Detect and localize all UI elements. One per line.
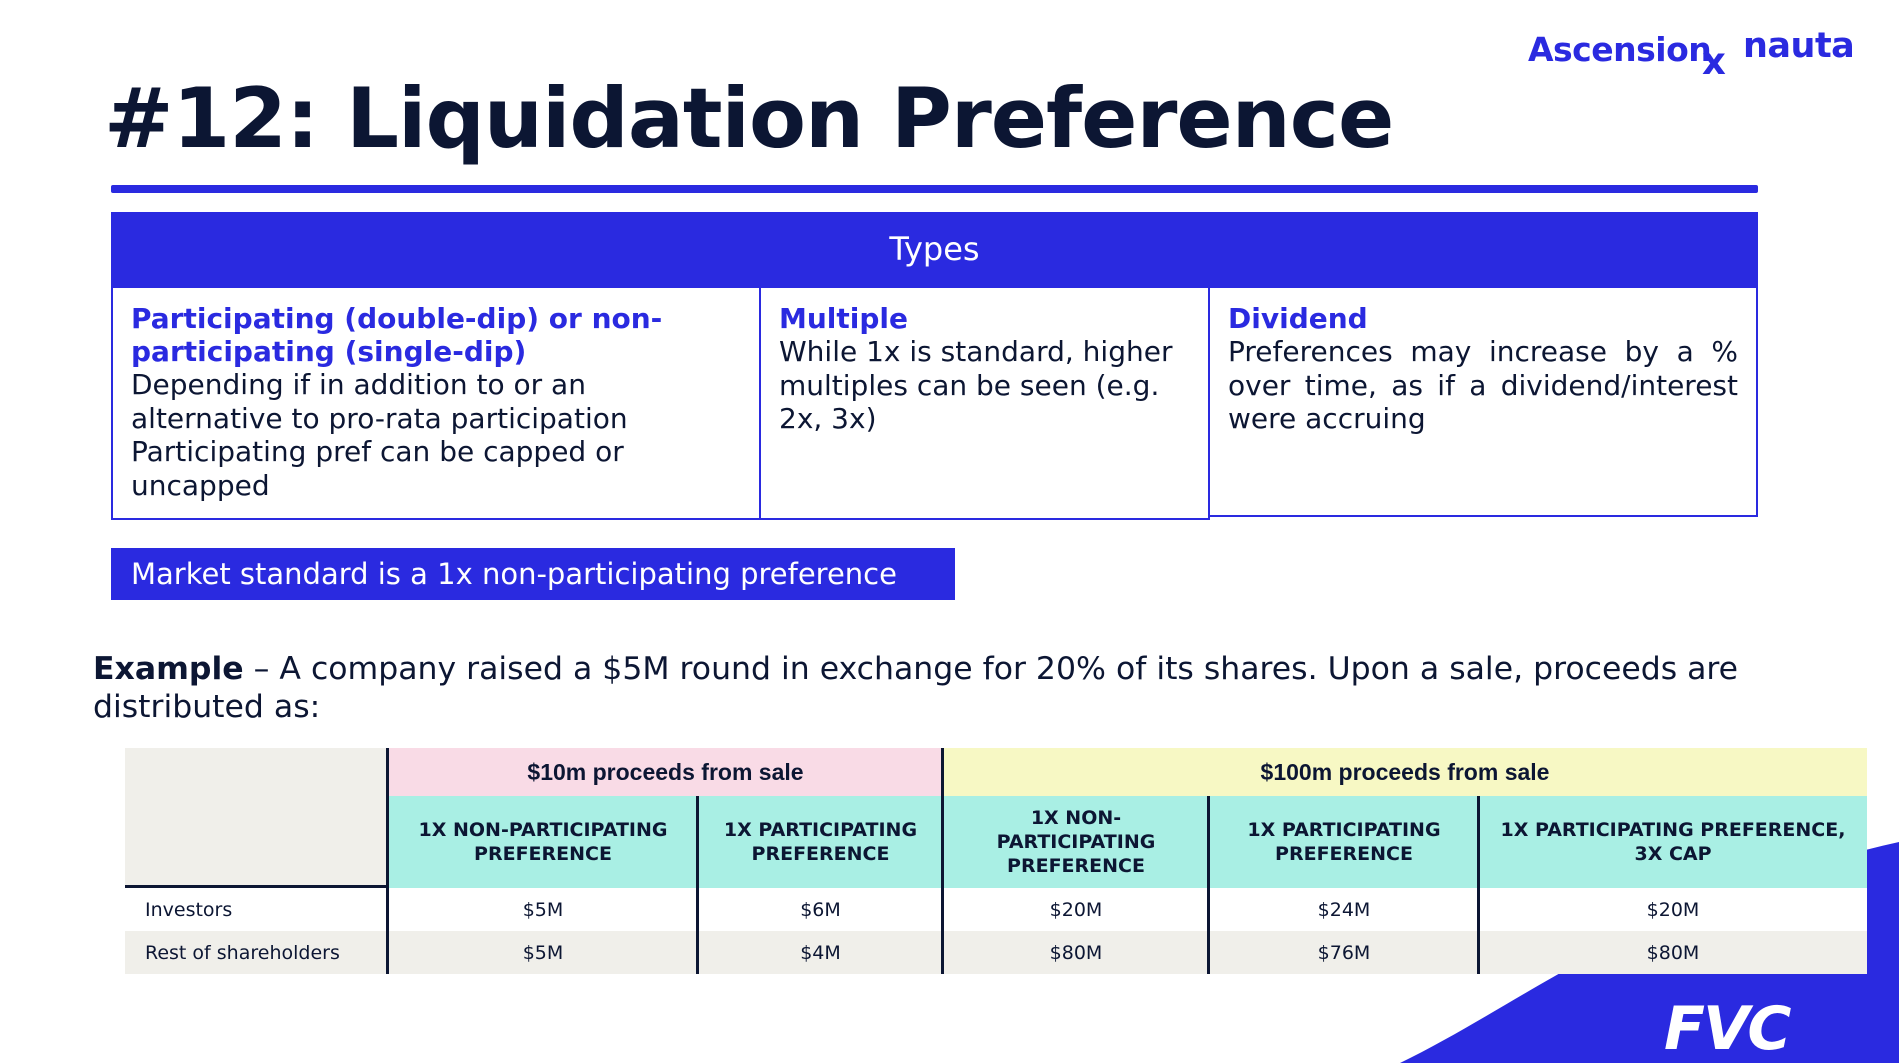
column-divider [696, 796, 699, 974]
column-header-label: 1X PARTICIPATING PREFERENCE, 3X CAP [1500, 819, 1846, 865]
type-body: Preferences may increase by a % over tim… [1228, 335, 1738, 435]
type-body: While 1x is standard, higher multiples c… [779, 335, 1173, 435]
group-header-10m: $10m proceeds from sale [388, 748, 943, 796]
type-cell-dividend: Dividend Preferences may increase by a %… [1208, 286, 1758, 517]
column-header: 1X PARTICIPATING PREFERENCE [1209, 796, 1479, 888]
type-cell-multiple: Multiple While 1x is standard, higher mu… [759, 286, 1210, 520]
nauta-logo: nauta [1743, 26, 1855, 66]
column-header: 1X PARTICIPATING PREFERENCE [698, 796, 943, 888]
type-body: Participating pref can be capped or unca… [131, 435, 624, 502]
column-header: 1X PARTICIPATING PREFERENCE, 3X CAP [1479, 796, 1867, 888]
example-label: Example [93, 651, 244, 687]
table-cell: $20M [1049, 898, 1103, 921]
market-standard-callout: Market standard is a 1x non-participatin… [111, 548, 955, 600]
column-divider [1207, 796, 1210, 974]
ascension-logo: Ascension [1528, 30, 1712, 69]
row-label: Investors [145, 898, 233, 921]
table-cell: $4M [800, 941, 841, 964]
fvc-logo: FVC [1664, 994, 1791, 1064]
group-header-label: $100m proceeds from sale [1260, 758, 1550, 785]
title-underline [111, 185, 1758, 193]
table-cell: $5M [522, 898, 564, 921]
logo-separator: x [1702, 40, 1726, 83]
types-header: Types [111, 212, 1758, 286]
column-header: 1X NON-PARTICIPATING PREFERENCE [388, 796, 698, 888]
column-header-label: 1X NON-PARTICIPATING PREFERENCE [418, 819, 668, 865]
type-body: Depending if in addition to or an altern… [131, 368, 628, 435]
table-cell: $20M [1646, 898, 1700, 921]
example-text: – A company raised a $5M round in exchan… [93, 651, 1739, 725]
table-cell: $76M [1317, 941, 1371, 964]
page-title: #12: Liquidation Preference [104, 70, 1394, 167]
type-cell-participating: Participating (double-dip) or non-partic… [111, 286, 761, 520]
group-header-100m: $100m proceeds from sale [943, 748, 1867, 796]
table-cell: $5M [522, 941, 564, 964]
column-header-label: 1X PARTICIPATING PREFERENCE [1247, 819, 1441, 865]
table-cell: $80M [1646, 941, 1700, 964]
market-standard-text: Market standard is a 1x non-participatin… [131, 557, 897, 591]
type-heading: Dividend [1228, 302, 1368, 335]
column-divider [386, 748, 389, 974]
column-header: 1X NON-PARTICIPATING PREFERENCE [943, 796, 1209, 888]
table-cell: $24M [1317, 898, 1371, 921]
table-row: Rest of shareholders $5M $4M $80M $76M $… [125, 931, 1867, 974]
column-divider [941, 748, 944, 974]
type-heading: Participating (double-dip) or non-partic… [131, 302, 663, 368]
table-corner [125, 748, 387, 888]
group-header-label: $10m proceeds from sale [527, 758, 804, 785]
column-header-label: 1X PARTICIPATING PREFERENCE [723, 819, 918, 865]
table-cell: $6M [800, 898, 841, 921]
table-cell: $80M [1049, 941, 1103, 964]
types-header-label: Types [889, 230, 980, 268]
row-label: Rest of shareholders [145, 941, 340, 964]
column-header-label: 1X NON-PARTICIPATING PREFERENCE [996, 807, 1156, 877]
type-heading: Multiple [779, 302, 909, 335]
column-divider [1477, 796, 1480, 974]
example-paragraph: Example – A company raised a $5M round i… [93, 650, 1813, 726]
table-row: Investors $5M $6M $20M $24M $20M [125, 888, 1867, 931]
